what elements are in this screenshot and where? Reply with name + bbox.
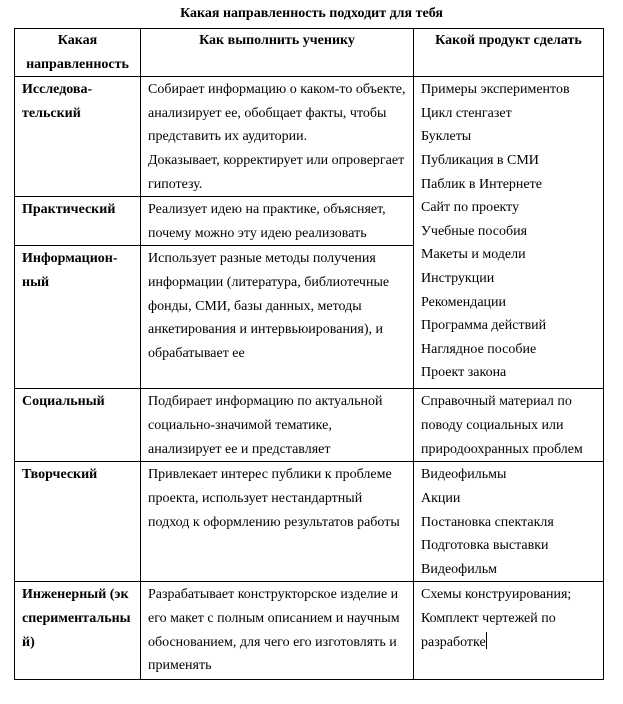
product-cell: Видеофильмы Акции Постановка спектакля П…	[413, 461, 604, 583]
direction-cell: Инженерный (экспериментальный)	[14, 581, 141, 681]
product-item: Комплект чертежей по разработке	[421, 610, 556, 650]
how-cell: Разрабатывает конструкторское изделие и …	[140, 581, 414, 681]
product-item: Видеофильмы	[421, 467, 507, 483]
how-text-2: Доказывает, корректирует или опровергает…	[148, 152, 405, 192]
direction-cell: Исследова-тельский	[14, 76, 141, 198]
document-title: Какая направленность подходит для тебя	[180, 6, 443, 21]
product-item: Проект закона	[421, 365, 507, 381]
how-cell: Привлекает интерес публики к проблеме пр…	[140, 461, 414, 583]
product-item: Буклеты	[421, 129, 472, 145]
table-row: Инженерный (экспериментальный) Разрабаты…	[14, 581, 604, 681]
direction-cell: Информацион-ный	[14, 245, 141, 390]
table-row: Исследова-тельский Собирает информацию о…	[14, 76, 604, 390]
direction-cell: Творческий	[14, 461, 141, 583]
product-item: Видеофильм	[421, 561, 497, 577]
product-cell: Справочный материал по поводу социальных…	[413, 388, 604, 463]
product-item: Инструкции	[421, 270, 495, 286]
product-item: Учебные пособия	[421, 223, 528, 239]
product-item: Паблик в Интернете	[421, 176, 542, 192]
product-item: Схемы конструирования;	[421, 587, 572, 603]
text-cursor	[485, 631, 487, 649]
product-item: Акции	[421, 490, 461, 506]
how-text: Собирает информацию о каком-то объекте, …	[148, 82, 406, 145]
table-row: Информацион-ный Использует разные методы…	[14, 245, 604, 390]
table-row: Социальный Подбирает информацию по актуа…	[14, 388, 604, 463]
product-item: Цикл стенгазет	[421, 105, 512, 121]
product-item: Примеры экспериментов	[421, 82, 570, 98]
product-cell[interactable]: Схемы конструирования; Комплект чертежей…	[413, 581, 604, 681]
how-cell: Подбирает информацию по актуальной социа…	[140, 388, 414, 463]
product-item: Сайт по проекту	[421, 200, 520, 216]
header-direction: Какая направленность	[14, 27, 141, 78]
product-item: Подготовка выставки	[421, 538, 549, 554]
product-item: Публикация в СМИ	[421, 152, 539, 168]
direction-cell: Практический	[14, 196, 141, 247]
how-cell: Реализует идею на практике, объясняет, п…	[140, 196, 414, 247]
header-product: Какой продукт сделать	[413, 27, 604, 78]
directions-table: Какая направленность Как выполнить учени…	[14, 27, 604, 681]
table-row: Практический Реализует идею на практике,…	[14, 196, 604, 247]
product-item: Постановка спектакля	[421, 514, 554, 530]
product-item: Программа действий	[421, 318, 547, 334]
table-row: Творческий Привлекает интерес публики к …	[14, 461, 604, 583]
product-item: Наглядное пособие	[421, 341, 537, 357]
header-how: Как выполнить ученику	[140, 27, 414, 78]
table-header-row: Какая направленность Как выполнить учени…	[14, 27, 604, 78]
product-cell: Примеры экспериментов Цикл стенгазет Бук…	[413, 76, 604, 390]
product-item: Рекомендации	[421, 294, 507, 310]
how-cell: Собирает информацию о каком-то объекте, …	[140, 76, 414, 198]
how-cell: Использует разные методы получения инфор…	[140, 245, 414, 390]
product-item: Макеты и модели	[421, 247, 526, 263]
direction-cell: Социальный	[14, 388, 141, 463]
